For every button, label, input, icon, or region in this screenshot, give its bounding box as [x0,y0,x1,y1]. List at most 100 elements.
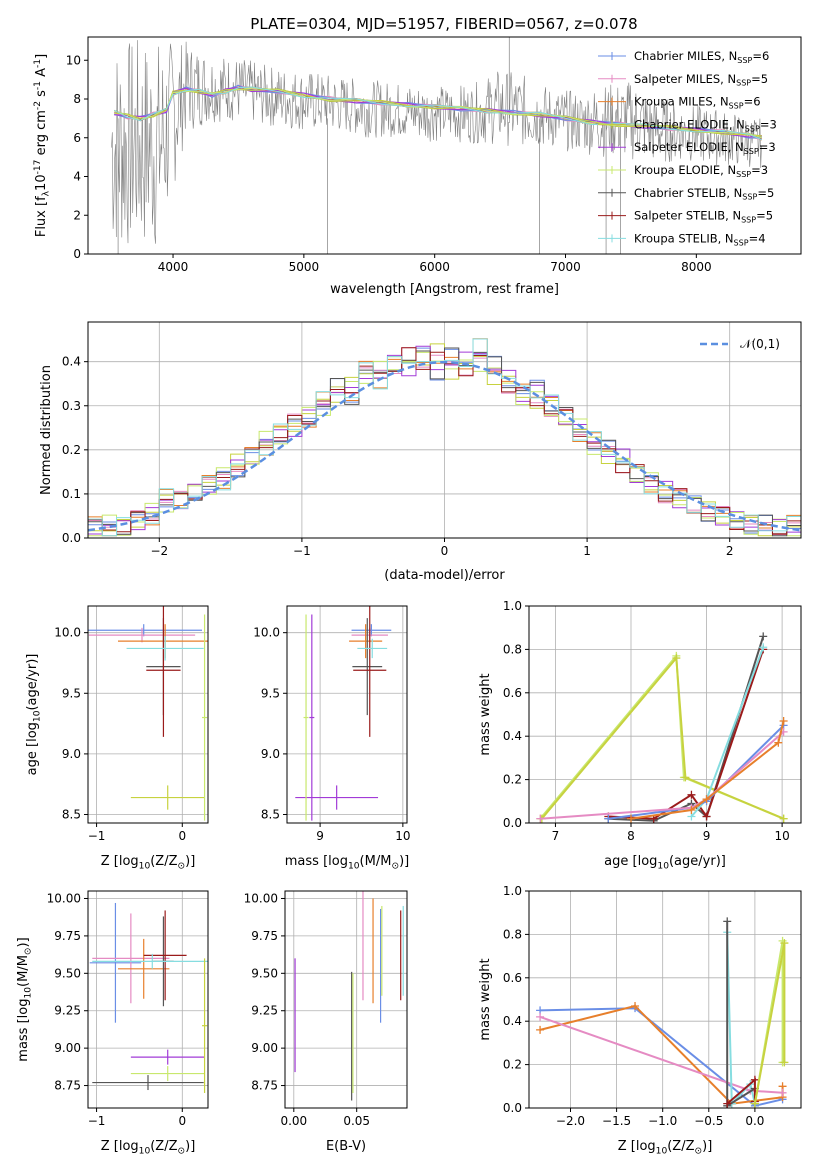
weight_vs_Z-frame [528,890,802,1109]
x-tick-label: 7 [552,829,560,843]
weight-line-chabrier_elodie [541,655,784,820]
weight-marker-salpeter_miles [536,814,545,823]
legend-entry-kroupa_elodie-part: =3 [751,163,768,177]
weight-marker-chabrier_elodie [780,1058,789,1067]
weight-age-ylabel: mass weight [478,673,493,755]
x-tick-label: 0 [441,544,449,558]
y-tick-label: 0.0 [503,1101,522,1115]
weight-marker-chabrier_miles [604,814,613,823]
weight_vs_age-axes: 7 8 9 10 0.0 0.2 0.4 0.6 0.8 1.0 mass weight age [l… [478,599,802,871]
x-tick-label: 10 [395,829,410,843]
x-tick-label: 0 [178,1114,186,1128]
age-z-xlabel-part: Z [log [101,854,139,869]
mass-z-ylabel-part: (M/M [16,955,31,987]
mass-z-xlabel-part: Z [log [101,1139,139,1154]
residuals-axes: −2 −1 0 1 2 0.0 0.1 0.2 0.3 0.4 Normed distributio… [39,321,802,583]
x-tick-label: 6000 [419,260,450,274]
x-tick-label: −1 [88,1114,106,1128]
age_vs_mass-axes: 9 10 8.5 9.0 9.5 10.0 mass [log10​(M/M⊙​)] [253,605,411,871]
x-tick-label: 7000 [550,260,581,274]
spectrum-ylabel-part: -1 [33,81,43,90]
y-tick-label: 0.4 [62,355,81,369]
mass_vs_Z-axes: −1 0 8.75 9.00 9.25 9.50 9.75 10.00 mass [log10​… [16,890,209,1156]
weight-marker-chabrier_elodie [780,939,789,948]
legend-entry-chabrier_miles: Chabrier MILES, NSSP​=6 [634,49,769,65]
y-tick-label: 1.0 [503,884,522,898]
mass_vs_Z-plot-area [89,902,208,1094]
weight-marker-salpeter_stelib [750,1075,759,1084]
age_vs_Z-frame [87,605,209,824]
y-tick-label: 8.75 [251,1079,278,1093]
normal-curve [88,360,801,532]
legend-entry-chabrier_miles-part: SSP [737,56,752,65]
y-tick-label: 9.0 [62,747,81,761]
y-tick-label: 8.5 [261,808,280,822]
y-tick-label: 0.3 [62,399,81,413]
weight_vs_Z-plot-area [536,917,789,1108]
age_vs_Z-plot-area [88,606,208,821]
mass_vs_ebv-plot-area [294,891,404,1101]
y-tick-label: 1.0 [503,599,522,613]
weight-z-xlabel-part: Z [log [618,1139,656,1154]
weight-z-ylabel: mass weight [478,958,493,1040]
weight-marker-kroupa_stelib [759,643,768,652]
y-tick-label: 0.0 [62,531,81,545]
weight-marker-salpeter_stelib [687,790,696,799]
x-tick-label: 2 [726,544,734,558]
legend-entry-kroupa_miles: Kroupa MILES, NSSP​=6 [634,95,761,111]
mass_vs_ebv-axes: 0.00 0.05 8.75 9.00 9.25 9.50 9.75 10.00 E(B-V) [244,890,408,1154]
legend-entry-salpeter_miles-part: SSP [736,79,751,88]
spectrum-ylabel-part: s [34,90,49,101]
legend-entry-salpeter_elodie-part: SSP [744,147,759,156]
x-tick-label: −0.5 [694,1114,723,1128]
weight-marker-kroupa_miles [702,795,711,804]
model-spectrum-kroupa_stelib [113,86,763,141]
spectrum-ylabel-part: Flux [f [34,196,49,237]
legend-entry-kroupa_stelib-part: Kroupa STELIB, N [634,231,734,245]
weight_vs_age-plot-area [536,632,788,823]
legend-entry-kroupa_miles-part: =6 [744,95,761,109]
y-tick-label: 10.00 [47,891,81,905]
legend-entry-kroupa_stelib-part: SSP [734,238,749,247]
y-tick-label: 0.4 [503,729,522,743]
weight-marker-chabrier_elodie [681,773,690,782]
legend-entry-kroupa_stelib-part: =4 [749,231,766,245]
mass_vs_Z-frame [87,890,209,1109]
legend-entry-salpeter_elodie-part: =3 [759,140,776,154]
legend-entry-chabrier_elodie-part: Chabrier ELODIE, N [634,117,745,131]
y-tick-label: 9.25 [251,1004,278,1018]
legend-entry-salpeter_elodie-part: Salpeter ELODIE, N [634,140,744,154]
x-tick-label: 0.00 [280,1114,307,1128]
y-tick-label: 2 [73,208,81,222]
legend-entry-kroupa_elodie: Kroupa ELODIE, NSSP​=3 [634,163,768,179]
age-mass-xlabel-part: )] [399,854,409,869]
y-tick-label: 0.8 [503,642,522,656]
age-mass-xlabel: mass [log10​(M/M⊙​)] [285,854,409,871]
age-z-xlabel-part: )] [185,854,195,869]
y-tick-label: 0.6 [503,971,522,985]
mass-z-ylabel-part: ⊙ [23,947,33,955]
y-tick-label: 10.0 [253,626,280,640]
legend-entry-salpeter_miles-part: Salpeter MILES, N [634,72,736,86]
y-tick-label: 8 [73,92,81,106]
x-tick-label: 0 [178,829,186,843]
age-mass-xlabel-part: (M/M [360,854,392,869]
spectrum-ylabel-part: erg cm [34,110,49,159]
age-z-xlabel-part: (Z/Z [150,854,177,869]
x-tick-label: 1 [583,544,591,558]
weight_vs_age-frame [528,605,802,824]
legend-entry-salpeter_stelib-part: =5 [756,209,773,223]
spectrum-xlabel: wavelength [Angstrom, rest frame] [330,282,559,297]
y-tick-label: 9.5 [62,686,81,700]
model-spectrum-kroupa_elodie [114,87,762,139]
weight-age-xlabel-part: 10 [657,861,669,871]
age-z-ylabel: age [log10​(age/yr)] [25,654,42,776]
x-tick-label: −1.5 [602,1114,631,1128]
legend-entry-chabrier_elodie-part: =3 [760,117,777,131]
weight-marker-kroupa_miles [779,717,788,726]
weight-line-chabrier_stelib [608,636,765,822]
mass_vs_ebv-frame [284,890,408,1109]
mass-z-ylabel-part: mass [log [16,999,31,1062]
x-tick-label: 9 [703,829,711,843]
